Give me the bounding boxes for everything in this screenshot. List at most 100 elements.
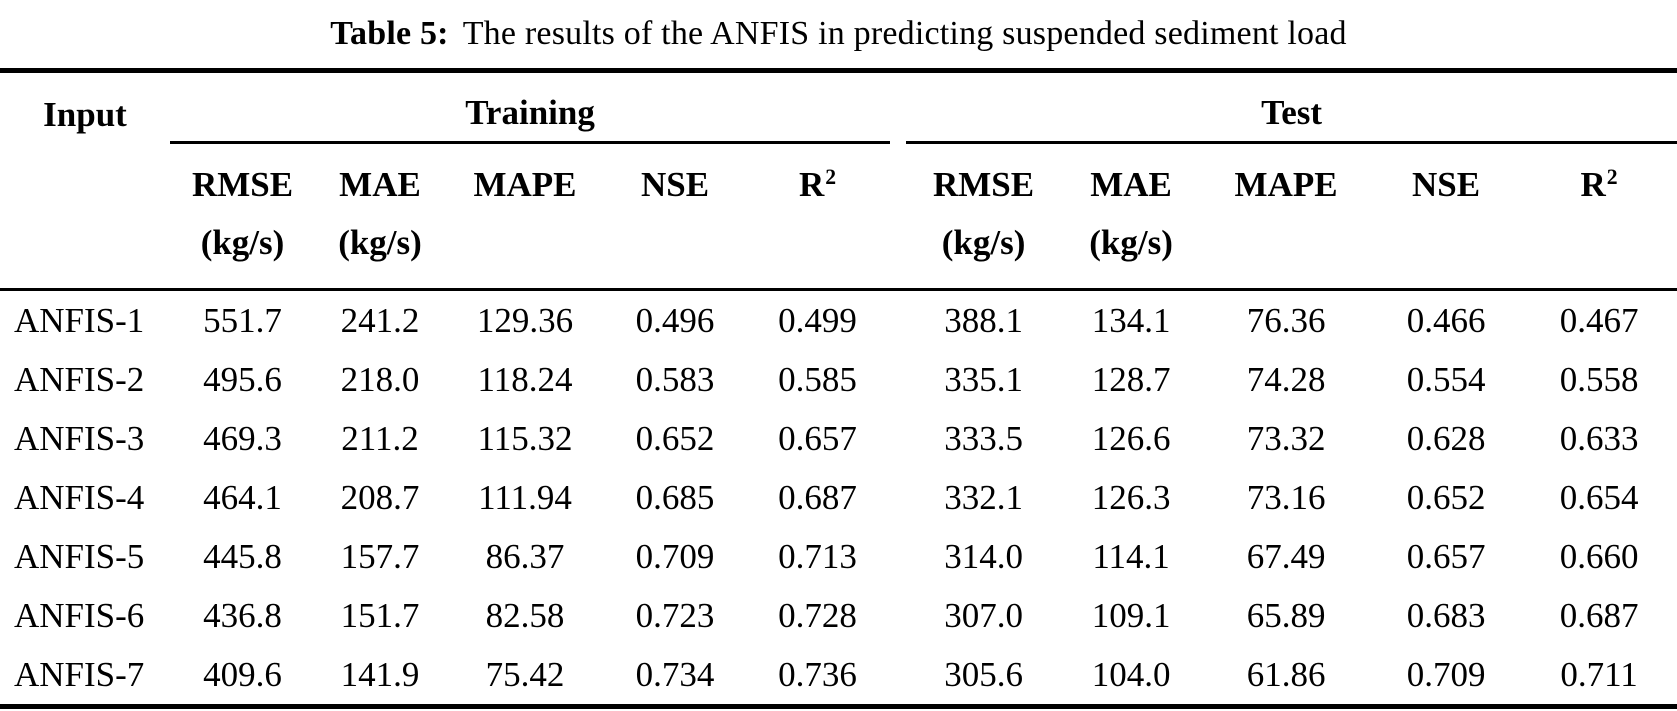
cell-input: ANFIS-6 <box>14 595 145 635</box>
column-header-test-mape: MAPE <box>1201 142 1372 292</box>
cell-training-3: 0.734 <box>635 654 715 694</box>
column-header-test-nse: NSE <box>1371 142 1522 292</box>
cell-training-2: 111.94 <box>478 477 572 517</box>
cell-test-3: 0.554 <box>1406 359 1486 399</box>
superscript: 2 <box>825 165 837 190</box>
cell-test-0: 333.5 <box>944 418 1023 458</box>
cell-training-4: 0.657 <box>778 418 857 458</box>
cell-test-3: 0.657 <box>1406 536 1486 576</box>
cell-input: ANFIS-7 <box>14 654 145 694</box>
column-header-training-nse: NSE <box>605 142 745 292</box>
group-header-test: Test <box>906 70 1677 144</box>
cell-input: ANFIS-2 <box>14 359 145 399</box>
cell-test-2: 67.49 <box>1246 536 1326 576</box>
table-caption-label: Table 5: <box>330 15 449 52</box>
column-header-test-r2: R2 <box>1521 142 1677 292</box>
cell-training-1: 157.7 <box>340 536 420 576</box>
cell-training-3: 0.685 <box>635 477 715 517</box>
cell-test-1: 134.1 <box>1091 300 1171 340</box>
group-spacer <box>890 645 906 707</box>
cell-test-4: 0.711 <box>1560 654 1638 694</box>
cell-training-2: 115.32 <box>477 418 573 458</box>
cell-training-2: 75.42 <box>485 654 565 694</box>
cell-training-3: 0.583 <box>635 359 715 399</box>
cell-test-2: 65.89 <box>1246 595 1326 635</box>
cell-test-0: 314.0 <box>944 536 1023 576</box>
cell-test-0: 388.1 <box>944 300 1023 340</box>
cell-training-4: 0.687 <box>778 477 857 517</box>
cell-input: ANFIS-5 <box>14 536 145 576</box>
table-caption-text: The results of the ANFIS in predicting s… <box>462 15 1347 52</box>
group-spacer <box>890 350 906 409</box>
table-row: ANFIS-4 464.1 208.7 111.94 0.685 0.687 332.1 12… <box>0 468 1677 527</box>
cell-training-0: 469.3 <box>203 418 282 458</box>
cell-training-2: 129.36 <box>476 300 574 340</box>
cell-training-1: 141.9 <box>340 654 420 694</box>
cell-test-1: 128.7 <box>1091 359 1171 399</box>
cell-test-1: 126.3 <box>1091 477 1171 517</box>
cell-test-2: 76.36 <box>1246 300 1326 340</box>
cell-training-1: 218.0 <box>340 359 420 399</box>
cell-training-1: 151.7 <box>340 595 420 635</box>
cell-training-0: 464.1 <box>203 477 282 517</box>
cell-test-3: 0.628 <box>1406 418 1486 458</box>
cell-training-2: 82.58 <box>485 595 565 635</box>
cell-training-2: 118.24 <box>477 359 573 399</box>
cell-training-3: 0.723 <box>635 595 715 635</box>
cell-test-4: 0.467 <box>1559 300 1639 340</box>
sub-header-row: RMSE (kg/s) MAE (kg/s) MAPE NSE R2 <box>0 142 1677 292</box>
cell-training-4: 0.585 <box>778 359 857 399</box>
table-row: ANFIS-5 445.8 157.7 86.37 0.709 0.713 314.0 114… <box>0 527 1677 586</box>
cell-training-0: 409.6 <box>203 654 282 694</box>
group-spacer <box>890 468 906 527</box>
cell-test-3: 0.709 <box>1406 654 1486 694</box>
cell-test-3: 0.652 <box>1406 477 1486 517</box>
group-spacer <box>890 409 906 468</box>
cell-training-1: 208.7 <box>340 477 420 517</box>
cell-test-4: 0.687 <box>1559 595 1639 635</box>
cell-test-4: 0.558 <box>1559 359 1639 399</box>
cell-training-0: 551.7 <box>203 300 282 340</box>
cell-test-2: 61.86 <box>1246 654 1326 694</box>
column-header-training-rmse: RMSE (kg/s) <box>170 142 315 292</box>
cell-test-2: 73.32 <box>1246 418 1326 458</box>
cell-test-4: 0.654 <box>1559 477 1639 517</box>
cell-test-0: 332.1 <box>944 477 1023 517</box>
cell-test-2: 73.16 <box>1246 477 1326 517</box>
cell-test-4: 0.660 <box>1559 536 1639 576</box>
group-spacer <box>890 290 906 351</box>
table-caption: Table 5: The results of the ANFIS in pre… <box>0 0 1677 68</box>
cell-training-3: 0.652 <box>635 418 715 458</box>
cell-test-0: 307.0 <box>944 595 1023 635</box>
cell-training-4: 0.713 <box>778 536 857 576</box>
cell-training-0: 436.8 <box>203 595 282 635</box>
column-header-training-mae: MAE (kg/s) <box>315 142 445 292</box>
cell-test-2: 74.28 <box>1246 359 1326 399</box>
column-header-test-rmse: RMSE (kg/s) <box>906 142 1062 292</box>
table-row: ANFIS-2 495.6 218.0 118.24 0.583 0.585 335.1 12… <box>0 350 1677 409</box>
cell-input: ANFIS-1 <box>14 300 145 340</box>
cell-training-1: 241.2 <box>340 300 420 340</box>
table-row: ANFIS-3 469.3 211.2 115.32 0.652 0.657 333.5 12… <box>0 409 1677 468</box>
cell-training-4: 0.499 <box>778 300 857 340</box>
cell-test-0: 335.1 <box>944 359 1023 399</box>
cell-training-1: 211.2 <box>341 418 419 458</box>
column-header-training-r2: R2 <box>745 142 891 292</box>
group-spacer <box>890 527 906 586</box>
cell-test-3: 0.683 <box>1406 595 1486 635</box>
column-header-training-mape: MAPE <box>445 142 605 292</box>
group-header-training: Training <box>170 70 891 144</box>
cell-test-1: 104.0 <box>1091 654 1171 694</box>
results-table: Input Training Test RMSE (kg/s) MAE (kg/… <box>0 68 1677 710</box>
group-header-row: Input Training Test <box>0 70 1677 144</box>
sub-header-empty <box>0 142 170 292</box>
cell-test-1: 126.6 <box>1091 418 1171 458</box>
cell-input: ANFIS-4 <box>14 477 145 517</box>
table-body: ANFIS-1 551.7 241.2 129.36 0.496 0.499 388.1 13… <box>0 290 1677 707</box>
cell-test-1: 114.1 <box>1092 536 1170 576</box>
table-row: ANFIS-1 551.7 241.2 129.36 0.496 0.499 388.1 13… <box>0 290 1677 351</box>
table-row: ANFIS-6 436.8 151.7 82.58 0.723 0.728 307.0 109… <box>0 586 1677 645</box>
cell-test-4: 0.633 <box>1559 418 1639 458</box>
cell-test-3: 0.466 <box>1406 300 1486 340</box>
